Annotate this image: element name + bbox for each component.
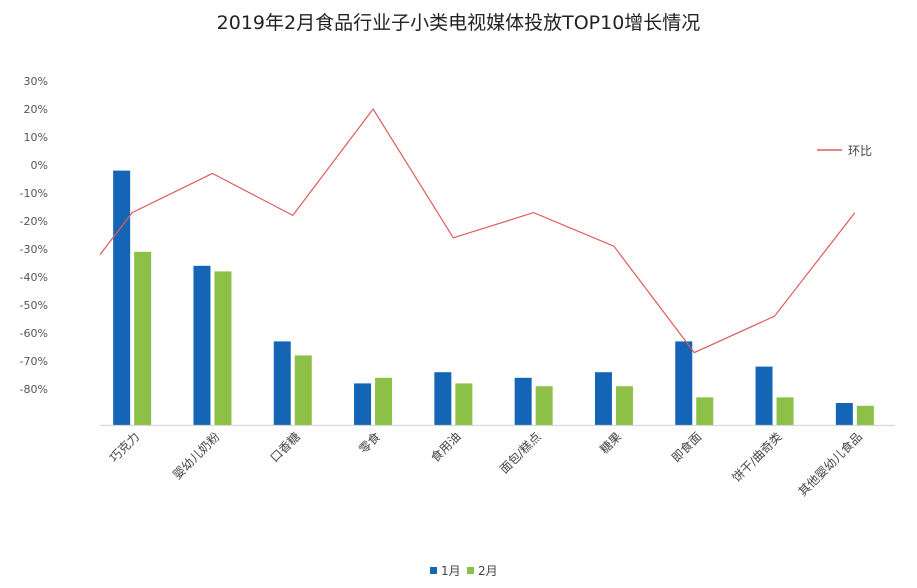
y-tick-label: 10% xyxy=(24,131,48,144)
category-label: 饼干/曲奇类 xyxy=(729,430,784,485)
bar-jan xyxy=(675,341,693,426)
bar-jan xyxy=(514,377,532,426)
category-label: 面包/糕点 xyxy=(497,430,544,477)
y-tick-label: -20% xyxy=(20,215,48,228)
category-label: 婴幼儿奶粉 xyxy=(170,430,222,482)
bar-jan xyxy=(113,170,131,426)
legend-swatch-feb xyxy=(467,567,474,574)
bar-feb xyxy=(455,383,473,426)
bar-feb xyxy=(375,377,393,426)
category-label: 口香糖 xyxy=(267,429,303,465)
bar-feb xyxy=(615,386,633,426)
legend-label: 2月 xyxy=(478,564,498,578)
y-tick-label: -10% xyxy=(20,187,48,200)
bar-feb xyxy=(856,405,874,426)
category-label: 巧克力 xyxy=(107,430,142,465)
legend-label: 1月 xyxy=(441,564,461,578)
bar-feb xyxy=(535,386,553,426)
legend-swatch-jan xyxy=(430,567,437,574)
chart-title: 2019年2月食品行业子小类电视媒体投放TOP10增长情况 xyxy=(216,12,701,34)
category-label: 其他婴幼儿食品 xyxy=(795,429,865,499)
category-label: 零食 xyxy=(356,429,384,457)
category-label: 糖果 xyxy=(596,429,624,457)
bar-jan xyxy=(755,366,773,426)
bar-jan xyxy=(273,341,291,426)
bar-feb xyxy=(214,271,232,426)
y-tick-label: -70% xyxy=(20,355,48,368)
growth-line xyxy=(99,107,856,354)
bar-jan xyxy=(193,265,211,426)
y-tick-label: -80% xyxy=(20,383,48,396)
y-tick-label: 20% xyxy=(24,103,48,116)
y-tick-label: 0% xyxy=(31,159,48,172)
bar-jan xyxy=(434,372,452,426)
y-tick-label: -50% xyxy=(20,299,48,312)
bar-jan xyxy=(354,383,372,426)
category-label: 即食面 xyxy=(668,429,704,465)
bar-feb xyxy=(776,397,794,426)
y-tick-label: -30% xyxy=(20,243,48,256)
y-tick-label: 30% xyxy=(24,75,48,88)
category-label: 食用油 xyxy=(427,429,463,465)
bar-feb xyxy=(134,251,152,426)
y-tick-label: -40% xyxy=(20,271,48,284)
y-tick-label: -60% xyxy=(20,327,48,340)
legend-line-label: 环比 xyxy=(848,144,872,158)
bar-feb xyxy=(696,397,714,426)
bar-jan xyxy=(835,403,853,426)
bar-jan xyxy=(594,372,612,426)
bar-feb xyxy=(294,355,312,426)
